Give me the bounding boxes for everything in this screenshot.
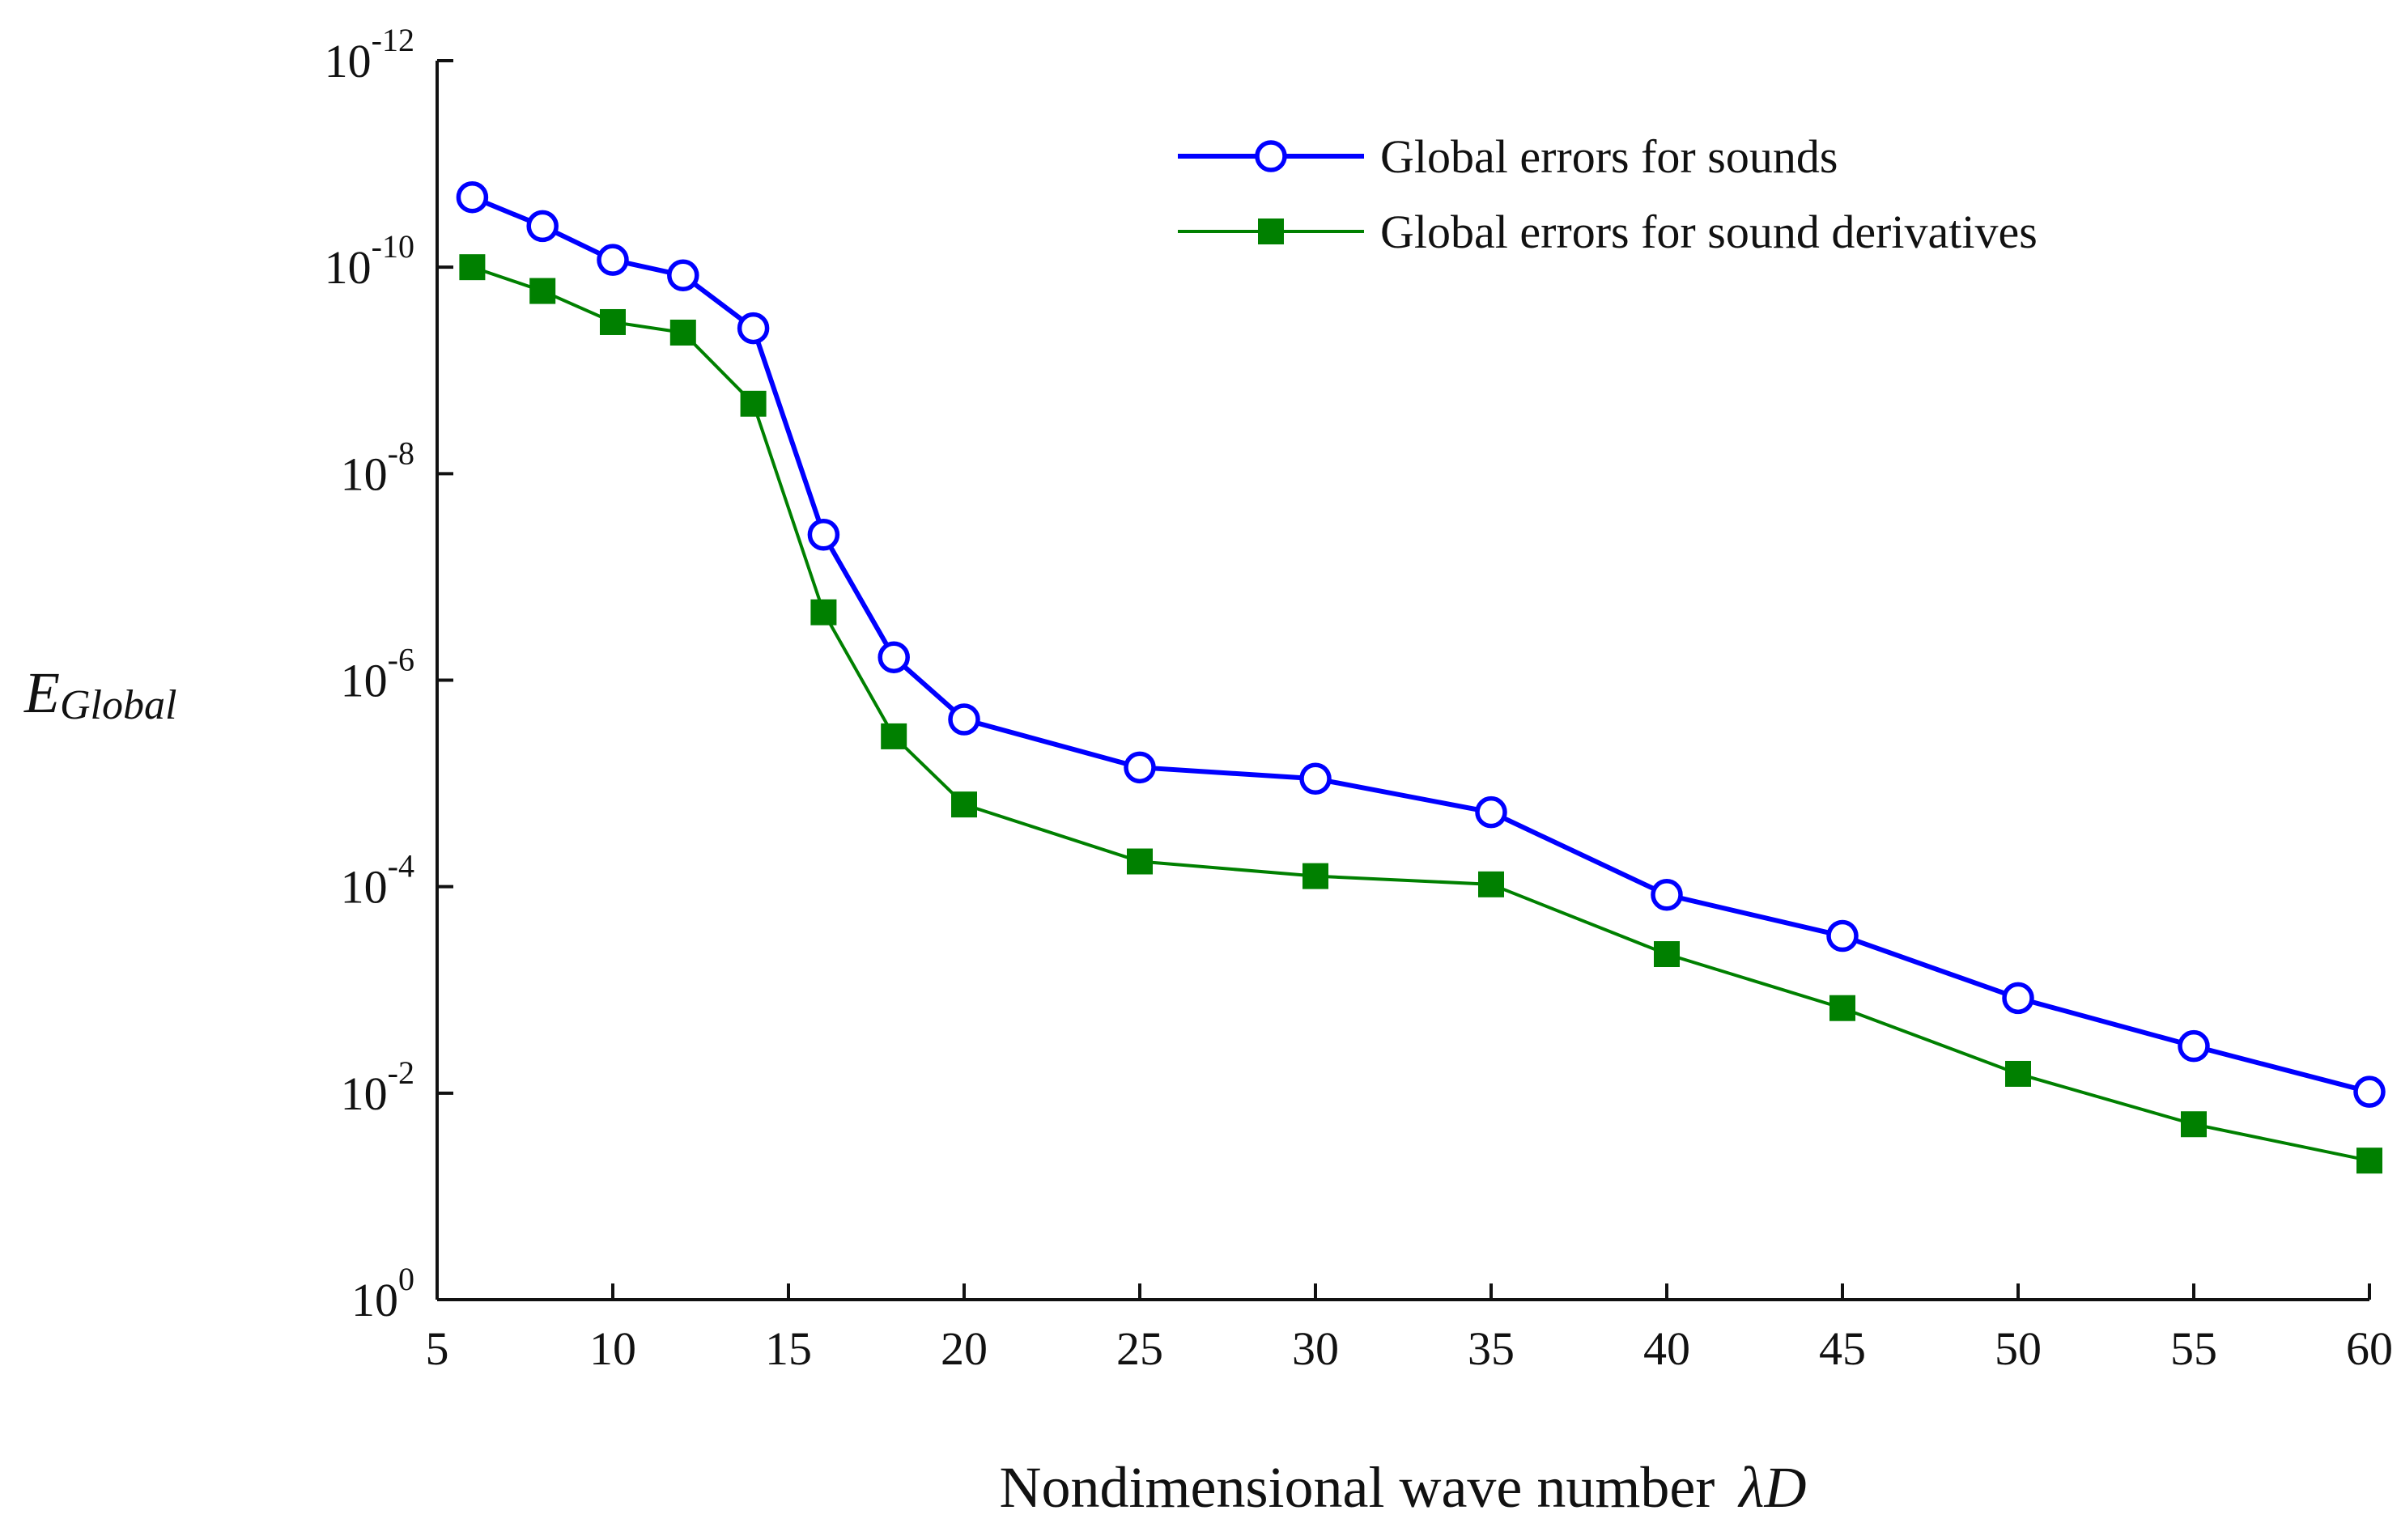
x-tick-label: 35	[1468, 1322, 1515, 1375]
data-point	[1478, 871, 1504, 897]
y-axis-title: EGlobal	[23, 660, 176, 728]
legend-item: Global errors for sounds	[1178, 130, 1838, 183]
data-point	[807, 518, 840, 551]
data-point	[669, 319, 696, 346]
x-tick-label: 55	[2170, 1322, 2217, 1375]
series-line	[471, 194, 2370, 1095]
data-point	[1124, 751, 1156, 784]
data-point	[600, 308, 626, 335]
data-point	[597, 244, 629, 276]
series-sound-derivatives	[459, 254, 2382, 1174]
data-point	[810, 599, 837, 626]
data-point	[951, 791, 977, 818]
legend-label: Global errors for sound derivatives	[1380, 206, 2038, 258]
data-point	[1826, 919, 1859, 952]
data-point	[2178, 1029, 2210, 1063]
data-point	[1475, 795, 1507, 829]
data-point	[881, 723, 907, 749]
x-tick-label: 30	[1292, 1322, 1339, 1375]
legend-label: Global errors for sounds	[1380, 130, 1838, 183]
y-tick-label: 10-12	[325, 22, 414, 87]
y-tick-label: 10-8	[341, 435, 414, 500]
legend-marker	[1258, 218, 1284, 244]
data-point	[2002, 982, 2034, 1015]
legend: Global errors for sounds Global errors fo…	[1178, 130, 2038, 258]
legend-marker	[1255, 140, 1287, 172]
data-point	[2353, 1075, 2386, 1108]
x-tick-label: 40	[1643, 1322, 1690, 1375]
data-point	[1829, 995, 1855, 1021]
x-tick-label: 10	[589, 1322, 636, 1375]
data-point	[459, 254, 486, 281]
data-point	[1302, 863, 1328, 889]
x-tick-label: 25	[1116, 1322, 1163, 1375]
x-tick-label: 20	[941, 1322, 988, 1375]
series	[456, 180, 2386, 1174]
data-point	[2005, 1060, 2031, 1087]
data-point	[1127, 848, 1153, 875]
data-point	[529, 278, 556, 304]
y-axis-title-subscript: Global	[60, 682, 176, 728]
legend-item: Global errors for sound derivatives	[1178, 206, 2038, 258]
data-point	[667, 259, 699, 292]
data-point	[1299, 762, 1332, 795]
data-point	[1651, 879, 1683, 911]
data-point	[1654, 941, 1680, 968]
x-axis-title-text: Nondimensional wave number	[1000, 1455, 1715, 1520]
x-tick-label: 60	[2346, 1322, 2393, 1375]
y-tick-label: 100	[351, 1261, 414, 1326]
y-tick-label: 10-10	[325, 228, 414, 294]
data-point	[526, 210, 559, 243]
series-line	[471, 265, 2370, 1163]
data-point	[2181, 1111, 2207, 1138]
y-tick-label: 10-6	[341, 642, 414, 707]
data-point	[878, 641, 910, 673]
y-tick-label: 10-2	[341, 1054, 414, 1120]
data-point	[737, 312, 770, 345]
data-point	[948, 703, 980, 736]
data-point	[456, 180, 489, 214]
series-sounds	[456, 180, 2386, 1108]
x-tick-label: 45	[1819, 1322, 1866, 1375]
data-point	[740, 390, 767, 417]
y-tick-label: 10-4	[341, 848, 414, 914]
y-axis-title-symbol: E	[23, 660, 60, 725]
data-point	[2356, 1148, 2382, 1174]
x-axis-title-symbol: λD	[1737, 1455, 1806, 1520]
x-axis-title: Nondimensional wave number λD	[1000, 1455, 1807, 1520]
ticks: 5 10 15 20 25 30 35 40 45 50 55 60 10-12 10-10 10-8 10-…	[325, 22, 2393, 1375]
x-tick-label: 50	[1995, 1322, 2042, 1375]
x-tick-label: 15	[765, 1322, 812, 1375]
x-tick-label: 5	[426, 1322, 449, 1375]
